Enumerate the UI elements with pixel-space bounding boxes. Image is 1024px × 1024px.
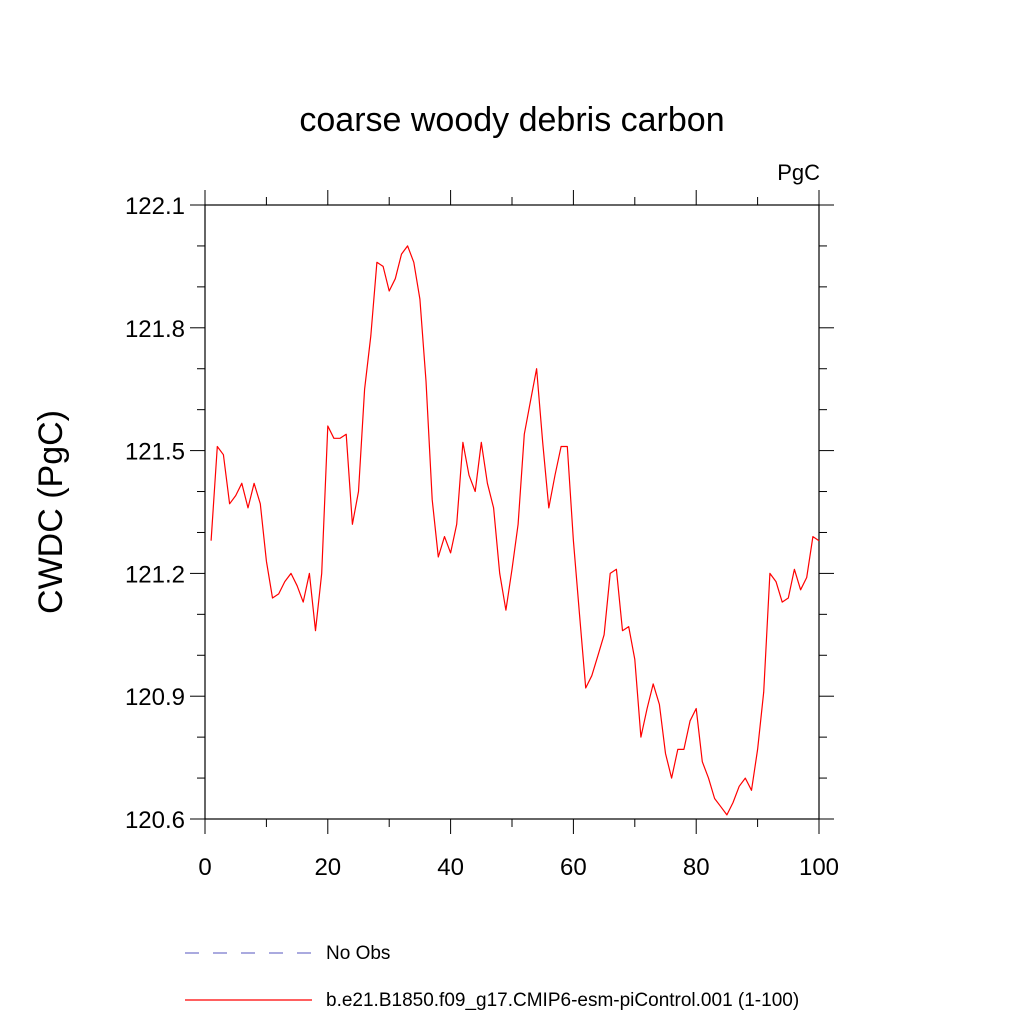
axis-tick-labels: 0 20 40 60 80 100 120.6 120.9 121.2 121.5 121.8 122… [125, 193, 839, 881]
units-label: PgC [777, 160, 820, 185]
y-axis-label: CWDC (PgC) [32, 410, 70, 614]
x-tick-label: 100 [799, 854, 839, 881]
y-tick-label: 122.1 [125, 193, 185, 220]
y-tick-label: 120.6 [125, 807, 185, 834]
x-tick-label: 40 [437, 854, 464, 881]
legend: No Obs b.e21.B1850.f09_g17.CMIP6-esm-piC… [185, 943, 799, 1011]
y-tick-label: 121.5 [125, 439, 185, 466]
axis-ticks [190, 190, 834, 834]
legend-label-no-obs: No Obs [326, 943, 390, 964]
x-tick-label: 60 [560, 854, 587, 881]
y-tick-label: 121.8 [125, 316, 185, 343]
series-line-piControl [210, 245, 820, 816]
x-tick-label: 20 [314, 854, 341, 881]
y-tick-label: 120.9 [125, 684, 185, 711]
plot-area-frame [204, 204, 820, 820]
chart-title: coarse woody debris carbon [299, 101, 724, 139]
legend-label-model-run: b.e21.B1850.f09_g17.CMIP6-esm-piControl.… [326, 990, 799, 1011]
x-tick-label: 0 [198, 854, 211, 881]
x-tick-label: 80 [683, 854, 710, 881]
y-tick-label: 121.2 [125, 561, 185, 588]
